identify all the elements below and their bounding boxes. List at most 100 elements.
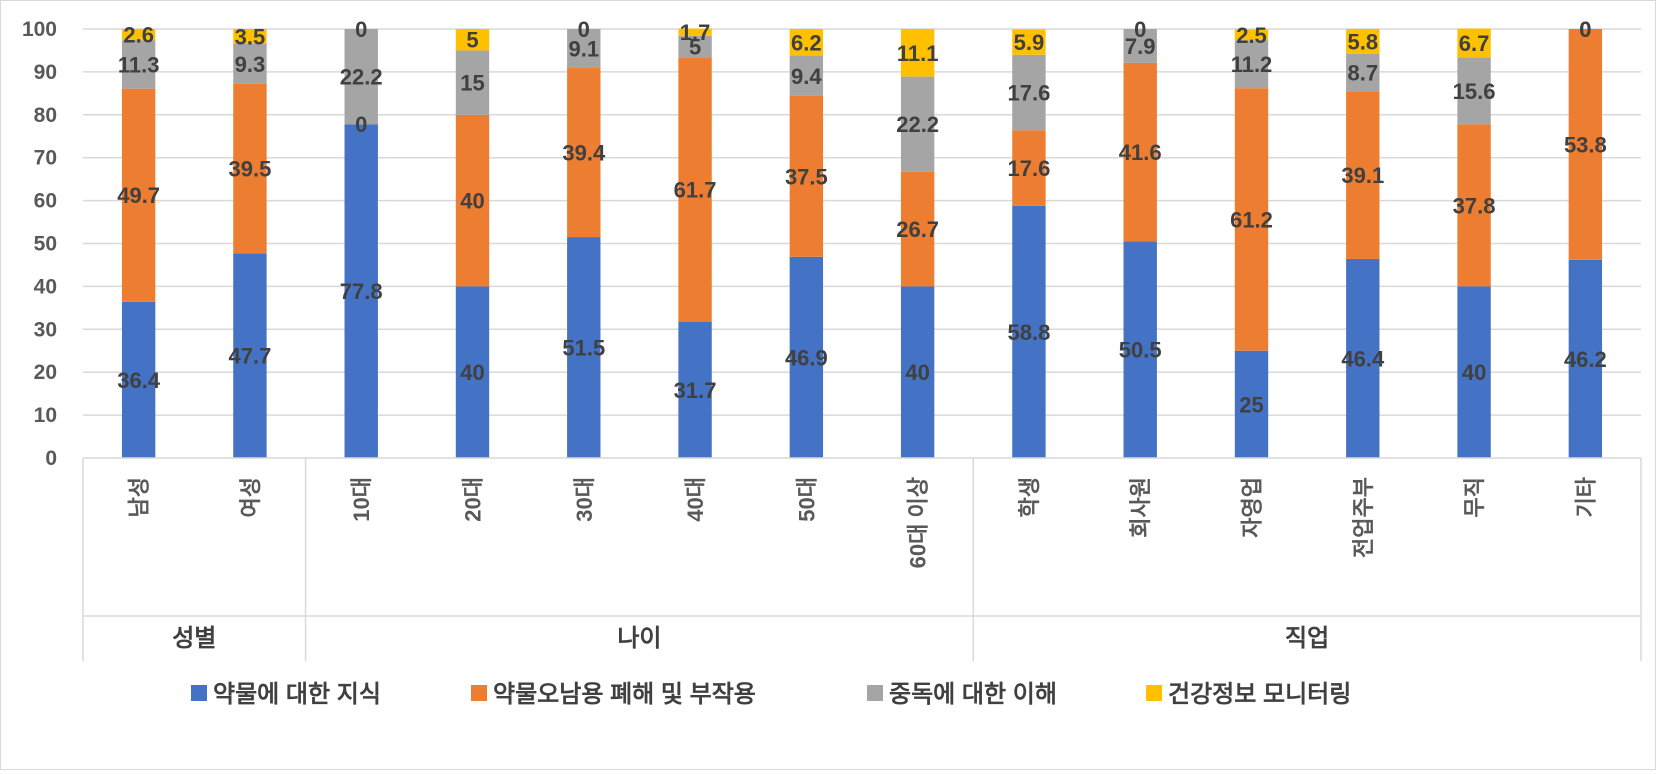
data-label: 50.5 xyxy=(1119,338,1162,363)
data-label: 61.7 xyxy=(674,178,717,203)
data-label: 39.5 xyxy=(229,157,272,182)
data-label: 39.4 xyxy=(562,141,606,166)
x-tick-label: 남성 xyxy=(127,477,152,517)
data-label: 58.8 xyxy=(1008,320,1051,345)
data-label: 8.7 xyxy=(1347,61,1378,86)
bar-segment xyxy=(1568,29,1603,260)
x-tick-label: 전업주부 xyxy=(1351,477,1376,558)
data-label: 41.6 xyxy=(1119,140,1162,165)
legend-swatch xyxy=(191,685,207,701)
x-tick-label: 회사원 xyxy=(1128,477,1153,538)
data-label: 7.9 xyxy=(1125,34,1156,59)
group-label: 직업 xyxy=(1285,625,1329,652)
data-label: 39.1 xyxy=(1341,163,1384,188)
bar-segment xyxy=(1123,29,1157,63)
bar-segment xyxy=(233,29,267,45)
bar-segment xyxy=(1346,91,1380,259)
bar-segment xyxy=(1012,29,1046,55)
bar-segment xyxy=(1234,350,1269,458)
bar-segment xyxy=(121,29,156,41)
legend-swatch xyxy=(867,685,883,701)
data-label: 25 xyxy=(1239,392,1263,417)
legend-swatch xyxy=(471,685,487,701)
y-tick-label: 70 xyxy=(34,147,57,170)
data-label: 61.2 xyxy=(1230,207,1273,232)
bar-segment xyxy=(455,286,490,458)
bar-segment xyxy=(678,35,712,58)
bar-segment xyxy=(678,57,712,323)
data-label: 22.2 xyxy=(896,112,939,137)
data-label: 31.7 xyxy=(674,378,717,403)
bar-segment xyxy=(567,237,601,458)
bar-segment xyxy=(1123,62,1157,242)
x-tick-label: 20대 xyxy=(461,477,486,522)
data-label: 2.6 xyxy=(123,23,154,48)
data-label: 37.5 xyxy=(785,164,828,189)
bar-segment xyxy=(900,286,935,458)
data-label: 40 xyxy=(460,360,484,385)
bar-segment xyxy=(1457,286,1491,458)
y-tick-label: 100 xyxy=(22,18,57,41)
data-label: 37.8 xyxy=(1453,193,1496,218)
x-tick-label: 학생 xyxy=(1017,477,1042,517)
data-label: 5.8 xyxy=(1347,29,1378,54)
data-label: 46.4 xyxy=(1341,346,1385,371)
bar-segment xyxy=(1346,29,1380,54)
bar-segment xyxy=(1346,258,1380,458)
bar-segment xyxy=(233,83,267,254)
legend-label: 중독에 대한 이해 xyxy=(889,681,1057,708)
data-label: 5 xyxy=(466,28,478,53)
bar-segment xyxy=(121,40,156,89)
data-label: 47.7 xyxy=(229,344,272,369)
bar-segment xyxy=(678,322,712,458)
bar-segment xyxy=(121,88,156,302)
y-tick-label: 40 xyxy=(34,275,57,298)
data-label: 77.8 xyxy=(340,279,383,304)
y-tick-label: 80 xyxy=(34,104,57,127)
y-tick-label: 20 xyxy=(34,361,57,384)
data-label: 22.2 xyxy=(340,65,383,90)
data-label: 49.7 xyxy=(117,183,160,208)
y-tick-label: 0 xyxy=(45,447,57,470)
bar-segment xyxy=(344,124,378,458)
data-label: 0 xyxy=(1134,17,1146,42)
data-label: 9.1 xyxy=(568,37,599,62)
x-tick-label: 무직 xyxy=(1462,477,1487,517)
data-label: 36.4 xyxy=(117,368,161,393)
data-label: 15 xyxy=(460,71,484,96)
bar-segment xyxy=(900,76,935,172)
data-label: 11.2 xyxy=(1231,52,1273,77)
bar-segment xyxy=(900,171,935,287)
bar-segment xyxy=(1234,88,1269,351)
data-label: 26.7 xyxy=(896,217,939,242)
data-label: 11.1 xyxy=(897,41,939,66)
legend-swatch xyxy=(1146,685,1162,701)
data-label: 17.6 xyxy=(1008,156,1051,181)
data-label: 5.9 xyxy=(1014,30,1045,55)
bar-segment xyxy=(455,29,490,51)
x-tick-label: 여성 xyxy=(238,477,263,517)
legend-label: 건강정보 모니터링 xyxy=(1168,681,1351,708)
bar-segment xyxy=(344,29,378,125)
bar-segment xyxy=(1346,53,1380,92)
legend-label: 약물오남용 폐해 및 부작용 xyxy=(493,681,756,708)
x-tick-label: 30대 xyxy=(572,477,597,522)
data-label: 11.3 xyxy=(118,52,160,77)
data-label: 0 xyxy=(1579,17,1591,42)
x-tick-label: 40대 xyxy=(683,477,708,522)
data-label: 0 xyxy=(355,112,367,137)
bar-segment xyxy=(1123,241,1157,458)
x-tick-label: 기타 xyxy=(1573,476,1598,517)
group-label: 성별 xyxy=(172,625,216,652)
data-label: 40 xyxy=(460,189,484,214)
y-tick-label: 10 xyxy=(34,404,57,427)
bar-segment xyxy=(567,68,601,238)
data-label: 0 xyxy=(1579,17,1591,42)
data-label: 0 xyxy=(578,17,590,42)
data-label: 5 xyxy=(689,35,701,60)
y-tick-label: 30 xyxy=(34,318,57,341)
x-tick-label: 자영업 xyxy=(1240,477,1265,538)
data-label: 40 xyxy=(1462,360,1486,385)
